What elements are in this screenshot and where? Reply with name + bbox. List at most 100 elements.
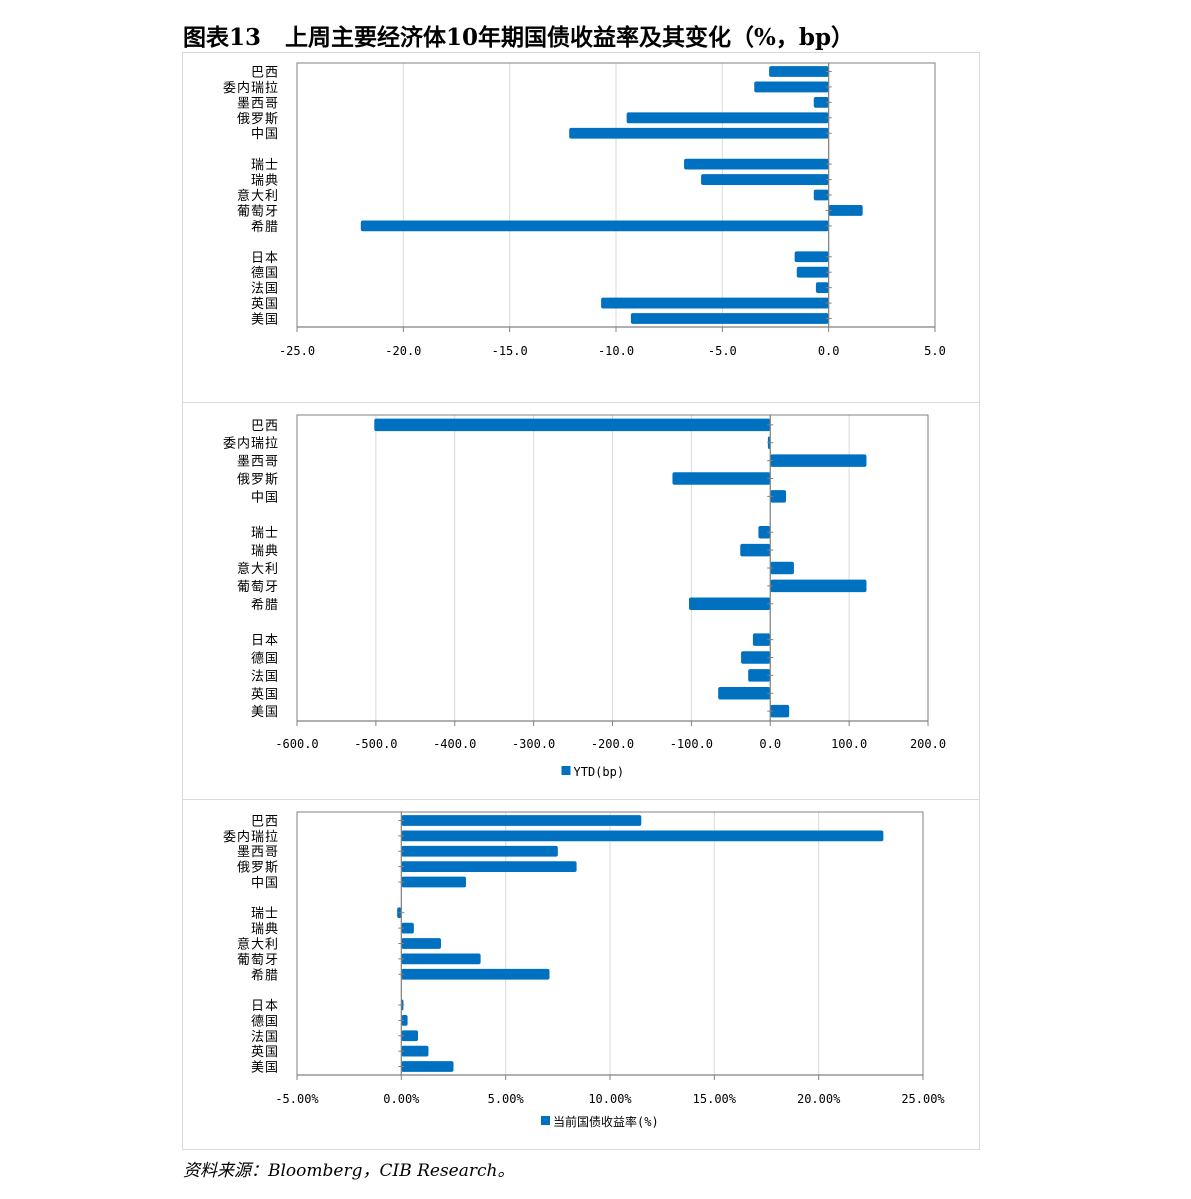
bar-3	[672, 472, 771, 485]
bar-12	[815, 282, 829, 294]
category-label: 俄罗斯	[237, 473, 279, 488]
category-label: 委内瑞拉	[223, 436, 279, 452]
x-tick-label: 100.0	[831, 737, 867, 751]
category-label: 意大利	[237, 188, 279, 204]
bar-3	[626, 112, 829, 124]
chart-panel-current-yield: 巴西 委内瑞拉 墨西哥 俄罗斯 中国 瑞士 瑞典 意大利 葡萄牙 希腊 日本 德国 法国 英国 美国 -5.0…	[182, 799, 980, 1150]
bar-11	[796, 266, 829, 278]
x-tick-label: -200.0	[591, 737, 634, 751]
bar-5	[758, 525, 771, 539]
x-tick-label: 5.00%	[488, 1092, 525, 1106]
category-label: 法国	[251, 669, 279, 684]
x-tick-label: 10.00%	[588, 1092, 632, 1106]
category-label: 委内瑞拉	[223, 829, 279, 845]
x-tick-label: 25.00%	[901, 1092, 945, 1106]
bar-2	[401, 845, 558, 857]
category-label: 美国	[251, 313, 279, 328]
category-label: 葡萄牙	[237, 953, 279, 968]
category-label: 英国	[251, 297, 279, 312]
category-label: 俄罗斯	[237, 112, 279, 127]
bar-6	[740, 543, 771, 557]
bar-13	[718, 687, 771, 700]
x-tick-label: -15.0	[492, 344, 528, 358]
category-label: 希腊	[251, 598, 279, 613]
bar-9	[401, 968, 550, 980]
category-label: 中国	[251, 127, 279, 142]
chart-panel-weekly-change: 巴西 委内瑞拉 墨西哥 俄罗斯 中国 瑞士 瑞典 意大利 葡萄牙 希腊 日本 德国 法国 英国 美国 -25.…	[182, 52, 980, 403]
legend-label: 当前国债收益率(%)	[553, 1114, 659, 1129]
bar-2	[813, 96, 829, 108]
bar-4	[569, 127, 829, 139]
category-label: 巴西	[251, 419, 279, 434]
category-label: 意大利	[237, 561, 279, 577]
category-label: 瑞典	[251, 174, 279, 189]
x-tick-label: -5.00%	[275, 1092, 319, 1106]
category-label: 德国	[251, 266, 279, 281]
x-tick-label: -25.0	[279, 344, 315, 358]
category-label: 瑞士	[251, 907, 279, 922]
x-tick-label: -20.0	[385, 344, 421, 358]
chart-panel-ytd: 巴西 委内瑞拉 墨西哥 俄罗斯 中国 瑞士 瑞典 意大利 葡萄牙 希腊 日本 德国 法国 英国 美国 -600…	[182, 402, 980, 800]
bar-5	[684, 158, 829, 170]
category-label: 巴西	[251, 814, 279, 829]
bar-1	[754, 81, 829, 93]
bar-14	[770, 704, 790, 718]
category-label: 日本	[251, 634, 279, 649]
category-label: 瑞典	[251, 922, 279, 937]
x-tick-label: -10.0	[598, 344, 634, 358]
x-tick-label: -300.0	[512, 737, 555, 751]
bar-1	[401, 830, 884, 842]
bar-14	[630, 313, 829, 324]
bar-14	[401, 1061, 454, 1072]
x-tick-label: -5.0	[708, 344, 737, 358]
bar-7	[813, 189, 829, 201]
x-tick-label: 20.00%	[797, 1092, 841, 1106]
bar-0	[769, 66, 829, 77]
legend-swatch	[561, 766, 571, 775]
x-tick-label: 15.00%	[693, 1092, 737, 1106]
bar-0	[401, 815, 642, 826]
bar-9	[360, 220, 829, 232]
bar-0	[374, 418, 771, 432]
category-label: 瑞士	[251, 526, 279, 541]
category-label: 中国	[251, 490, 279, 505]
category-label: 希腊	[251, 968, 279, 983]
bar-11	[401, 1015, 408, 1026]
bar-8	[401, 953, 481, 965]
category-label: 美国	[251, 1061, 279, 1076]
bar-9	[689, 597, 771, 611]
category-label: 英国	[251, 1045, 279, 1060]
category-label: 法国	[251, 1030, 279, 1045]
category-label: 德国	[251, 651, 279, 666]
bar-4	[401, 876, 467, 888]
x-tick-label: 0.00%	[383, 1092, 420, 1106]
category-label: 日本	[251, 999, 279, 1014]
page-title: 图表13 上周主要经济体10年期国债收益率及其变化（%，bp）	[183, 24, 855, 51]
bar-12	[401, 1030, 419, 1042]
category-label: 墨西哥	[237, 96, 279, 111]
bar-12	[748, 669, 771, 682]
x-tick-label: -600.0	[275, 737, 318, 751]
bar-2	[770, 454, 867, 467]
bar-7	[401, 938, 441, 949]
category-label: 瑞典	[251, 544, 279, 559]
category-label: 日本	[251, 251, 279, 266]
bar-4	[770, 490, 787, 503]
category-label: 英国	[251, 687, 279, 702]
category-label: 俄罗斯	[237, 861, 279, 876]
category-label: 希腊	[251, 220, 279, 235]
category-label: 意大利	[237, 937, 279, 953]
category-label: 德国	[251, 1014, 279, 1029]
bar-3	[401, 861, 577, 872]
x-tick-label: 0.0	[818, 344, 840, 358]
bar-11	[741, 651, 771, 664]
x-tick-label: 200.0	[910, 737, 946, 751]
x-tick-label: 0.0	[759, 737, 781, 751]
x-tick-label: -400.0	[433, 737, 476, 751]
legend-label: YTD(bp)	[574, 765, 625, 779]
bar-13	[601, 297, 829, 309]
bar-10	[794, 251, 829, 263]
